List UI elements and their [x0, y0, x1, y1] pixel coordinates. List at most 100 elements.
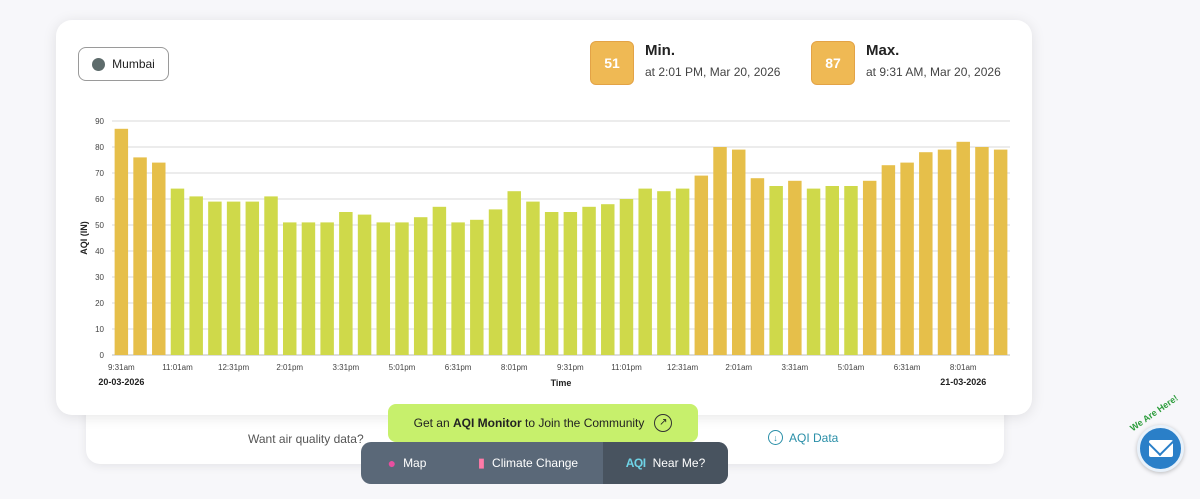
aqi-data-link[interactable]: ↓ AQI Data — [768, 430, 838, 445]
aqi-bar — [638, 188, 652, 355]
cta-strong: AQI Monitor — [452, 416, 522, 430]
aqi-bar — [713, 147, 727, 355]
min-value-badge: 51 — [590, 41, 634, 85]
x-tick-label: 8:01am — [950, 363, 977, 372]
aqi-bar — [114, 128, 129, 355]
y-tick-label: 40 — [95, 247, 104, 256]
x-tick-label: 9:31pm — [557, 363, 584, 372]
start-date-label: 20-03-2026 — [98, 377, 144, 387]
y-tick-label: 60 — [95, 195, 104, 204]
y-tick-label: 50 — [95, 221, 104, 230]
aqi-bar — [993, 149, 1008, 355]
aqi-bar — [619, 199, 634, 355]
max-label: Max. — [866, 42, 900, 59]
nav-near-label: Near Me? — [652, 456, 706, 470]
aqi-bar — [470, 219, 484, 355]
y-tick-label: 90 — [95, 117, 104, 126]
aqi-bar — [357, 214, 372, 355]
nav-climate-change[interactable]: ▮ Climate Change — [453, 442, 603, 484]
aqi-bar — [694, 175, 709, 355]
aqi-bar — [208, 201, 222, 355]
aqi-bar — [507, 191, 521, 355]
x-tick-label: 2:01pm — [276, 363, 303, 372]
aqi-bar — [563, 212, 578, 355]
aqi-bar — [881, 165, 896, 355]
min-label: Min. — [645, 42, 675, 59]
aqi-data-label: AQI Data — [789, 430, 839, 445]
x-tick-label: 3:31am — [782, 363, 809, 372]
x-axis-title: Time — [551, 378, 572, 388]
aqi-bar — [919, 152, 933, 355]
mail-icon — [1148, 440, 1173, 457]
aqi-bar — [731, 149, 746, 355]
aqi-bar — [825, 186, 840, 355]
x-tick-label: 12:31pm — [218, 363, 249, 372]
aqi-logo-icon: AQI — [625, 456, 646, 470]
aqi-bar — [264, 196, 278, 355]
x-tick-label: 8:01pm — [501, 363, 528, 372]
aqi-bar — [488, 209, 503, 355]
aqi-bar — [844, 186, 858, 355]
aqi-bar — [769, 186, 783, 355]
x-tick-label: 12:31am — [667, 363, 698, 372]
aqi-bar — [301, 222, 316, 355]
aqi-bar — [526, 201, 540, 355]
download-icon: ↓ — [768, 430, 783, 445]
max-time: at 9:31 AM, Mar 20, 2026 — [866, 65, 1001, 79]
y-tick-label: 0 — [100, 351, 105, 360]
contact-widget[interactable]: We Are Here! — [1124, 393, 1194, 484]
aqi-bar — [189, 196, 203, 355]
aqi-bar — [451, 222, 465, 355]
get-aqi-monitor-button[interactable]: Get an AQI Monitor to Join the Community… — [388, 404, 698, 442]
city-selector-button[interactable]: Mumbai — [78, 47, 169, 81]
aqi-bar — [432, 206, 447, 355]
x-tick-label: 5:01am — [838, 363, 865, 372]
aqi-bar-chart: 0 10 20 30 40 50 60 70 80 90 9:31am 11:01am 12:31pm 2… — [79, 117, 1010, 388]
map-pin-icon: ● — [387, 455, 397, 471]
end-date-label: 21-03-2026 — [940, 377, 986, 387]
nav-map[interactable]: ● Map — [361, 442, 453, 484]
nav-near-me[interactable]: AQI Near Me? — [603, 442, 728, 484]
max-value-badge: 87 — [811, 41, 855, 85]
mail-button[interactable] — [1137, 425, 1184, 472]
city-status-dot — [92, 57, 106, 71]
aqi-bar — [788, 180, 802, 355]
y-tick-label: 70 — [95, 169, 104, 178]
aqi-bar — [413, 217, 428, 355]
max-stat: 87 Max. at 9:31 AM, Mar 20, 2026 — [811, 40, 1001, 85]
aqi-bar — [245, 201, 260, 355]
aqi-bar — [582, 206, 596, 355]
aqi-bar — [282, 222, 297, 355]
x-tick-label: 9:31am — [108, 363, 135, 372]
aqi-bar — [657, 191, 671, 355]
aqi-bar — [806, 188, 821, 355]
min-time: at 2:01 PM, Mar 20, 2026 — [645, 65, 781, 79]
aqi-bar — [376, 222, 391, 355]
aqi-bar — [675, 188, 690, 355]
y-axis-title: AQI (IN) — [79, 221, 89, 255]
x-tick-label: 6:31am — [894, 363, 921, 372]
y-tick-label: 80 — [95, 143, 104, 152]
aqi-chart-card: Mumbai 51 Min. at 2:01 PM, Mar 20, 2026 … — [56, 20, 1032, 415]
aqi-bar — [956, 141, 970, 355]
aqi-bar — [152, 162, 166, 355]
x-tick-label: 11:01pm — [611, 363, 642, 372]
bottom-nav-bar: ● Map ▮ Climate Change AQI Near Me? — [361, 442, 728, 484]
nav-climate-label: Climate Change — [492, 456, 579, 470]
aqi-bar — [339, 212, 353, 355]
x-tick-label: 11:01am — [162, 363, 193, 372]
city-name: Mumbai — [112, 57, 155, 71]
aqi-bar — [750, 178, 765, 355]
aqi-bar — [975, 147, 989, 355]
cta-prefix: Get an — [413, 416, 450, 430]
aqi-bar — [862, 180, 877, 355]
want-data-text: Want air quality data? — [248, 432, 364, 446]
aqi-bar — [395, 222, 409, 355]
x-tick-label: 5:01pm — [389, 363, 416, 372]
cta-suffix: to Join the Community — [524, 416, 645, 430]
x-tick-label: 3:31pm — [333, 363, 360, 372]
aqi-bar — [937, 149, 952, 355]
aqi-bar — [170, 188, 185, 355]
aqi-bar — [544, 212, 559, 355]
x-tick-label: 6:31pm — [445, 363, 472, 372]
